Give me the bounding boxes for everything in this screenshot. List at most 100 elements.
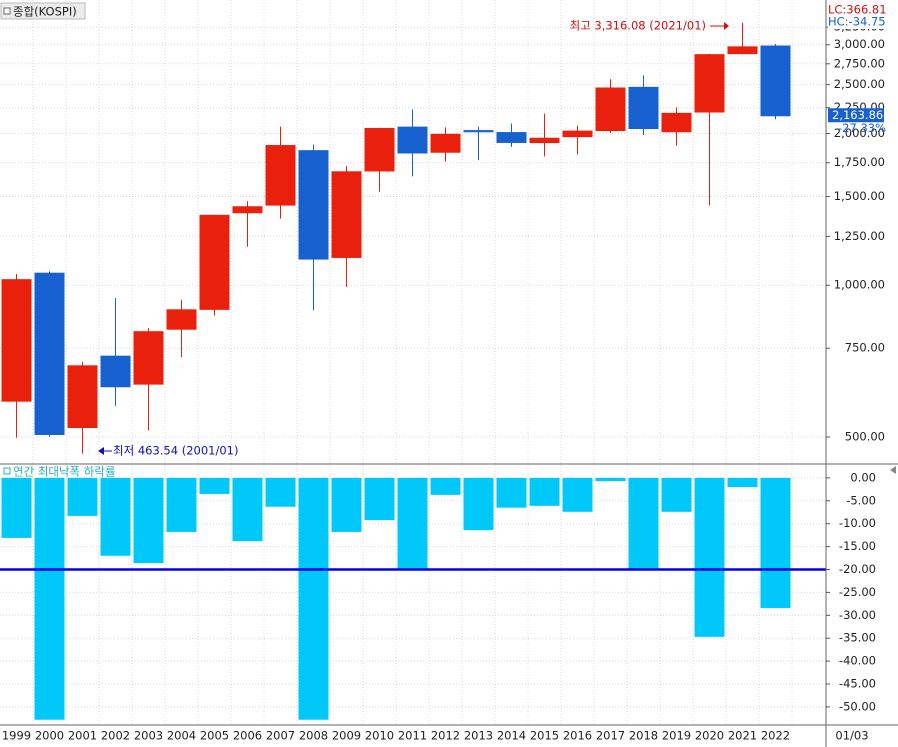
arrow-head	[724, 22, 729, 30]
candle-body	[100, 355, 131, 388]
x-tick-label: 2004	[167, 729, 196, 743]
legend-box	[0, 2, 86, 20]
lc-label: LC:366.81	[828, 3, 887, 17]
y-tick-label: -15.00	[839, 539, 876, 553]
last-change-label: -27.33%	[838, 121, 886, 135]
bar	[595, 477, 626, 482]
y-tick-label: -45.00	[839, 676, 876, 690]
bar	[364, 477, 395, 521]
x-tick-label: 2011	[398, 729, 427, 743]
bar	[166, 477, 197, 532]
bar	[397, 477, 428, 570]
candle-body	[298, 150, 329, 260]
candle-body	[496, 132, 527, 143]
candle-body	[727, 46, 758, 55]
x-tick-label: 2012	[431, 729, 460, 743]
legend-label: 종합(KOSPI)	[13, 5, 77, 19]
candle-body	[397, 126, 428, 154]
y-tick-label: 2,750.00	[834, 56, 885, 70]
bar	[661, 477, 692, 512]
arrow-head	[98, 447, 104, 455]
candle-body	[562, 130, 593, 138]
x-tick-label: 1999	[2, 729, 31, 743]
low-annotation: 최저 463.54 (2001/01)	[113, 444, 238, 458]
bar	[562, 477, 593, 512]
x-tick-label: 2016	[563, 729, 592, 743]
y-tick-label: -20.00	[839, 562, 876, 576]
y-tick-label: 1,750.00	[834, 155, 885, 169]
bar	[430, 477, 461, 495]
x-tick-label: 2013	[464, 729, 493, 743]
bar	[298, 477, 329, 720]
bar	[529, 477, 560, 506]
candle-body	[595, 87, 626, 132]
bar	[463, 477, 494, 531]
y-tick-label: -5.00	[846, 493, 876, 507]
y-tick-label: 2,000.00	[834, 126, 885, 140]
y-tick-label: -30.00	[839, 608, 876, 622]
y-tick-label: 1,000.00	[834, 278, 885, 292]
x-tick-label: 2020	[695, 729, 724, 743]
y-tick-label: 2,500.00	[834, 77, 885, 91]
y-tick-label: 500.00	[845, 429, 885, 443]
bar	[199, 477, 230, 494]
y-tick-label: -10.00	[839, 516, 876, 530]
x-tick-label: 2015	[530, 729, 559, 743]
high-annotation: 최고 3,316.08 (2021/01)	[570, 19, 706, 33]
bar	[100, 477, 131, 556]
x-tick-label: 2006	[233, 729, 262, 743]
legend-icon	[3, 467, 11, 475]
x-tick-label: 2001	[68, 729, 97, 743]
candle-body	[694, 54, 725, 113]
label-bg	[828, 3, 894, 29]
legend-icon	[3, 7, 11, 15]
x-tick-label: 2014	[497, 729, 526, 743]
candle-body	[430, 133, 461, 153]
bar	[34, 477, 65, 720]
candle-body	[331, 171, 362, 258]
bar	[727, 477, 758, 488]
bar	[265, 477, 296, 507]
x-tick-label: 2003	[134, 729, 163, 743]
y-tick-label: 1,250.00	[834, 229, 885, 243]
y-tick-label: -35.00	[839, 631, 876, 645]
candle-body	[133, 331, 164, 385]
candle-body	[628, 86, 659, 130]
candle-body	[232, 206, 263, 214]
candle-body	[463, 130, 494, 133]
x-tick-label: 2022	[761, 729, 790, 743]
panel-marker	[890, 466, 896, 474]
last-value-label: 2,163.86	[832, 108, 883, 122]
x-tick-label: 2007	[266, 729, 295, 743]
date-label: 01/03	[835, 729, 868, 743]
candle-body	[67, 365, 98, 429]
candle-body	[166, 309, 197, 330]
bar	[232, 477, 263, 542]
y-tick-label: -25.00	[839, 585, 876, 599]
last-value-box	[828, 108, 884, 123]
y-tick-label: -40.00	[839, 654, 876, 668]
bar	[133, 477, 164, 564]
x-tick-label: 2018	[629, 729, 658, 743]
bar	[760, 477, 791, 608]
x-tick-label: 2009	[332, 729, 361, 743]
y-tick-label: 3,000.00	[834, 37, 885, 51]
x-tick-label: 2019	[662, 729, 691, 743]
candle-body	[265, 145, 296, 206]
y-tick-label: 1,500.00	[834, 189, 885, 203]
bar	[331, 477, 362, 532]
x-tick-label: 2010	[365, 729, 394, 743]
x-tick-label: 2005	[200, 729, 229, 743]
x-tick-label: 2002	[101, 729, 130, 743]
bar	[1, 477, 32, 538]
x-tick-label: 2017	[596, 729, 625, 743]
hc-label: HC:-34.75	[828, 15, 886, 29]
bar	[496, 477, 527, 508]
candle-body	[199, 214, 230, 310]
y-tick-label: -50.00	[839, 699, 876, 713]
candle-body	[661, 112, 692, 133]
candle-body	[1, 279, 32, 402]
x-tick-label: 2021	[728, 729, 757, 743]
x-tick-label: 2008	[299, 729, 328, 743]
y-tick-label: 750.00	[845, 341, 885, 355]
